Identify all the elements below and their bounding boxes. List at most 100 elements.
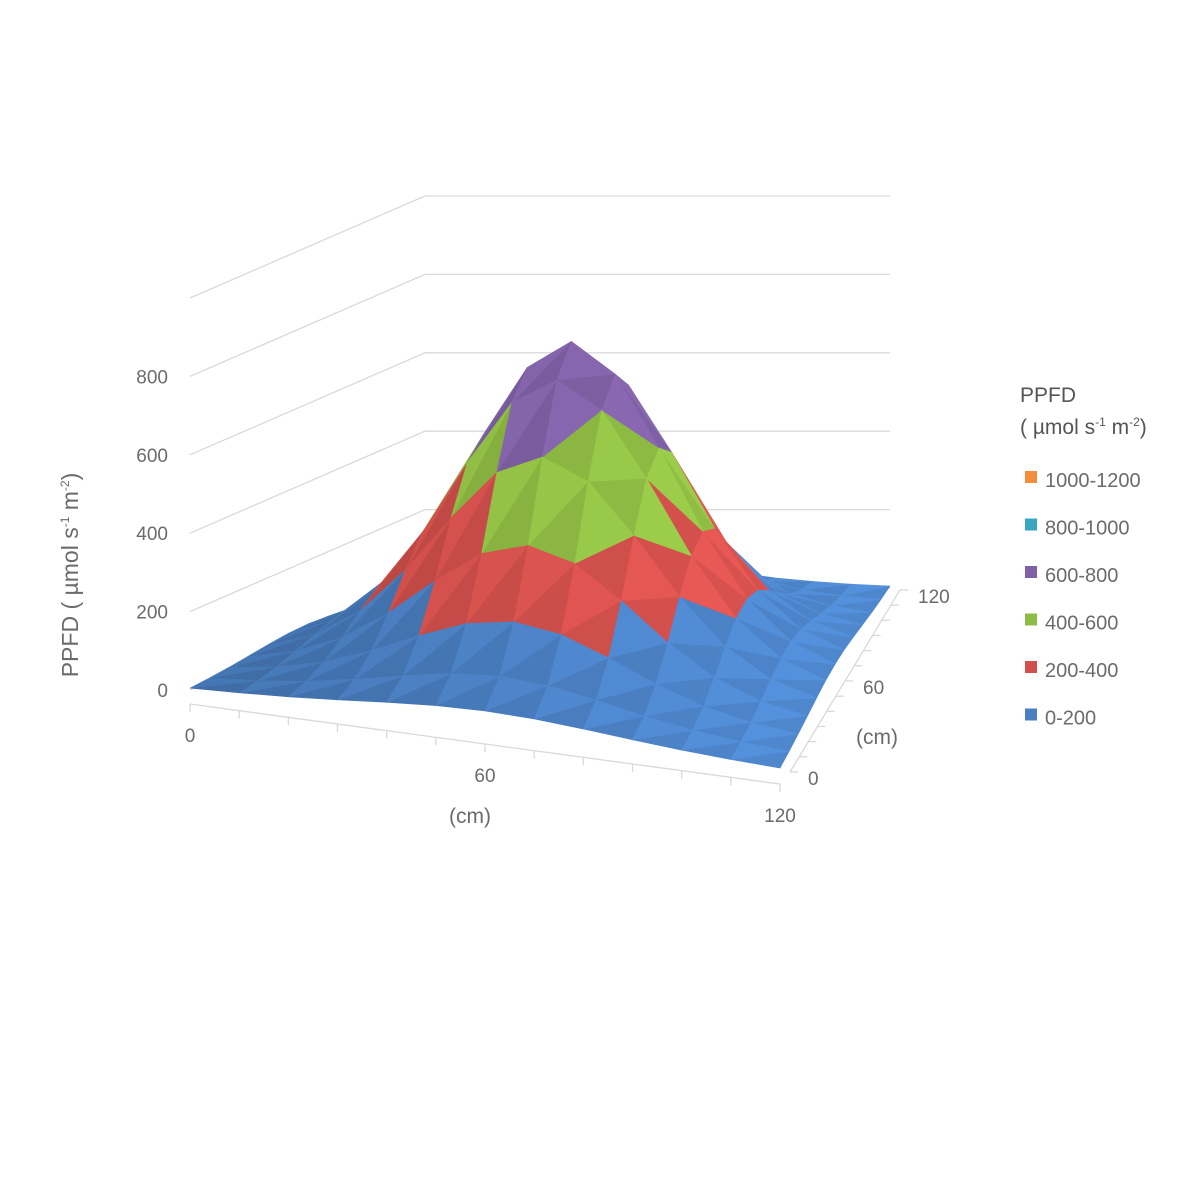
y-tick-label: 0: [808, 769, 819, 790]
surface-facet: [679, 555, 738, 620]
legend-swatch: [1025, 661, 1037, 673]
x-tick-label: 120: [764, 806, 796, 827]
surface-facet: [601, 373, 660, 449]
surface-facet: [724, 617, 783, 659]
x-axis-title: (cm): [449, 805, 491, 828]
surface-facet: [405, 462, 468, 571]
surface-facet: [288, 679, 355, 698]
surface-facet: [276, 637, 343, 668]
surface-facet: [385, 673, 452, 703]
surface-facet: [830, 595, 881, 606]
surface-facet: [608, 600, 669, 659]
surface-facet: [239, 680, 307, 694]
surface-facet: [620, 534, 681, 602]
surface-facet: [760, 678, 817, 702]
legend-label: 400-600: [1045, 613, 1118, 635]
surface-facet: [780, 640, 836, 665]
z-axis-title: PPFD ( µmol s-1 m-2): [57, 473, 83, 678]
surface-facet: [667, 596, 727, 647]
surface-facet: [388, 517, 452, 613]
legend-swatch: [1025, 471, 1037, 483]
surface-facet: [336, 675, 403, 701]
legend-unit: ( µmol s-1 m-2): [1020, 415, 1147, 439]
surface-facet: [779, 593, 832, 606]
surface-facet: [287, 607, 352, 634]
surface-facet: [560, 562, 622, 636]
surface-facet: [466, 545, 529, 624]
surface-facet: [761, 577, 813, 582]
surface-facet: [768, 590, 822, 614]
surface-facet: [655, 642, 716, 685]
surface-facet: [295, 610, 360, 652]
surface-facet: [313, 587, 378, 635]
surface-facet: [189, 677, 258, 689]
surface-facet: [790, 628, 845, 651]
surface-facet: [770, 657, 826, 681]
z-tick-label: 200: [136, 603, 168, 624]
surface-facet: [714, 528, 770, 591]
surface-facet: [840, 583, 891, 597]
surface-facet: [496, 379, 558, 473]
surface-facet: [547, 634, 610, 687]
x-tick-label: 60: [474, 766, 495, 787]
surface-facet: [646, 447, 704, 532]
surface-facet: [810, 613, 863, 626]
surface-facet: [691, 530, 748, 600]
surface-facet: [633, 477, 693, 557]
surface-facet: [746, 589, 802, 630]
surface-facet: [354, 635, 420, 680]
surface-facet: [484, 675, 549, 712]
legend-label: 0-200: [1045, 708, 1096, 730]
z-tick-label: 800: [136, 367, 168, 388]
surface-facet: [498, 621, 562, 677]
surface-facet: [790, 589, 842, 596]
surface-facet: [323, 612, 389, 663]
surface-facet: [268, 619, 333, 645]
surface-facet: [631, 715, 693, 741]
surface-facet: [511, 341, 572, 403]
surface-facet: [735, 598, 792, 642]
surface-facet: [756, 589, 812, 621]
gridline: [189, 430, 890, 534]
surface-facet: [730, 741, 790, 760]
gridline: [189, 352, 890, 456]
surface-facet: [702, 528, 759, 591]
surface-facet: [582, 699, 646, 730]
surface-facet: [713, 646, 772, 680]
legend-label: 200-400: [1045, 660, 1118, 682]
surface-facet: [614, 373, 673, 453]
legend-label: 1000-1200: [1045, 470, 1141, 492]
surface-plot: [189, 341, 891, 769]
gridline: [189, 195, 890, 299]
surface-facet: [750, 700, 808, 723]
surface-facet: [418, 553, 482, 636]
legend-label: 800-1000: [1045, 518, 1130, 540]
surface-facet: [681, 729, 741, 751]
legend-entries: 1000-1200 800-1000 600-800 400-600 200-400 0-…: [1025, 470, 1141, 730]
surface-facet: [466, 367, 528, 463]
surface-facet: [435, 673, 500, 707]
surface-facet: [248, 634, 315, 657]
surface-facet: [359, 532, 423, 612]
surface-facet: [434, 472, 498, 581]
surface-facet: [209, 666, 277, 679]
x-tick-label: 0: [185, 726, 196, 747]
surface-facet: [800, 620, 854, 638]
surface-facet: [450, 402, 513, 518]
surface-facet: [527, 456, 589, 547]
surface-facet: [643, 683, 705, 717]
legend-swatch: [1025, 518, 1037, 531]
y-axis-title: (cm): [856, 726, 898, 749]
legend-title: PPFD: [1020, 384, 1076, 407]
surface-facet: [341, 569, 406, 638]
surface-facet: [229, 650, 296, 668]
surface-facet: [513, 545, 576, 623]
surface-facet: [450, 621, 515, 675]
z-tick-label: 600: [136, 446, 168, 467]
gridline: [189, 508, 890, 613]
surface-facet: [533, 685, 598, 720]
z-tick-label: 0: [157, 681, 168, 702]
surface-facet: [542, 379, 603, 458]
